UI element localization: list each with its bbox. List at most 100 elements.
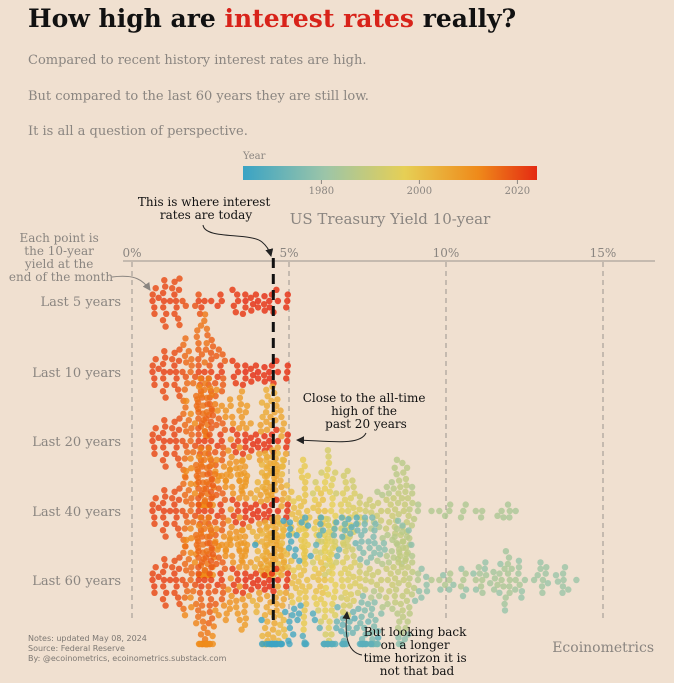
data-point — [166, 368, 174, 376]
data-point — [171, 431, 178, 438]
data-point — [344, 576, 352, 584]
data-point — [375, 634, 382, 641]
data-point — [460, 576, 467, 584]
data-point — [254, 479, 261, 486]
data-point — [249, 372, 257, 379]
data-point — [205, 620, 212, 627]
data-point — [295, 596, 303, 603]
data-point — [185, 348, 192, 355]
data-point — [387, 501, 394, 508]
data-point — [279, 532, 286, 539]
data-point — [263, 565, 271, 572]
data-point — [380, 540, 388, 547]
data-point — [245, 592, 253, 600]
data-point — [201, 437, 208, 445]
data-point — [166, 576, 174, 584]
data-point — [194, 466, 201, 473]
data-point — [229, 565, 236, 572]
data-point — [266, 507, 273, 515]
data-point — [181, 455, 188, 462]
data-point — [261, 586, 268, 593]
data-point — [309, 610, 317, 617]
legend-tick-label: 2000 — [407, 186, 432, 197]
data-point — [242, 615, 250, 622]
data-point — [190, 588, 197, 595]
data-point — [209, 412, 217, 419]
data-point — [208, 391, 216, 398]
data-point — [248, 307, 255, 314]
data-point — [302, 588, 309, 595]
data-point — [355, 605, 362, 612]
data-point — [321, 571, 328, 579]
data-point — [259, 552, 266, 560]
data-point — [333, 490, 340, 497]
data-point — [161, 556, 168, 563]
data-point — [282, 450, 290, 457]
data-point — [312, 479, 319, 486]
data-point — [264, 393, 271, 400]
data-point — [199, 618, 207, 625]
chart-title: US Treasury Yield 10-year — [290, 210, 491, 228]
data-point — [351, 615, 358, 622]
data-point — [179, 437, 186, 445]
data-point — [332, 612, 339, 619]
data-point — [395, 546, 403, 553]
data-point — [162, 283, 169, 290]
data-point — [175, 426, 183, 433]
data-point — [221, 357, 229, 364]
data-point — [321, 485, 329, 492]
data-point — [399, 613, 407, 620]
data-point — [208, 425, 215, 432]
data-point — [166, 437, 174, 445]
data-point — [204, 471, 211, 478]
data-point — [229, 496, 236, 503]
data-point — [237, 401, 245, 408]
data-point — [299, 632, 306, 640]
year-color-legend — [243, 166, 537, 180]
data-point — [171, 557, 178, 564]
data-point — [263, 456, 270, 463]
data-point — [356, 506, 363, 513]
data-point — [447, 501, 454, 508]
data-point — [360, 549, 367, 556]
data-point — [247, 559, 254, 566]
data-point — [338, 628, 345, 635]
data-point — [395, 634, 402, 641]
data-point — [175, 286, 183, 293]
data-point — [338, 576, 346, 584]
data-point — [314, 554, 321, 561]
data-point — [229, 490, 237, 497]
data-point — [179, 576, 186, 584]
data-point — [242, 583, 249, 590]
data-point — [253, 608, 260, 616]
data-point — [274, 576, 282, 584]
data-point — [423, 588, 431, 595]
data-point — [356, 499, 363, 507]
data-point — [160, 375, 167, 382]
data-point — [283, 444, 290, 451]
data-point — [236, 495, 243, 502]
data-point — [404, 564, 412, 571]
data-point — [222, 413, 229, 421]
data-point — [188, 465, 195, 472]
data-point — [401, 636, 408, 643]
data-point — [392, 599, 399, 606]
data-point — [208, 461, 216, 468]
data-point — [263, 541, 271, 548]
data-point — [228, 453, 235, 461]
data-point — [182, 474, 189, 481]
data-point — [324, 516, 332, 523]
data-point — [203, 464, 211, 471]
data-point — [462, 570, 469, 577]
data-point — [261, 307, 268, 314]
data-point — [162, 354, 169, 361]
data-point — [221, 496, 229, 503]
data-point — [187, 410, 194, 417]
data-point — [201, 428, 208, 435]
note-updated: Notes: updated May 08, 2024 — [28, 634, 147, 643]
data-point — [218, 472, 225, 479]
data-point — [155, 504, 162, 511]
data-point — [328, 551, 335, 558]
data-point — [279, 426, 286, 433]
data-point — [195, 576, 202, 584]
